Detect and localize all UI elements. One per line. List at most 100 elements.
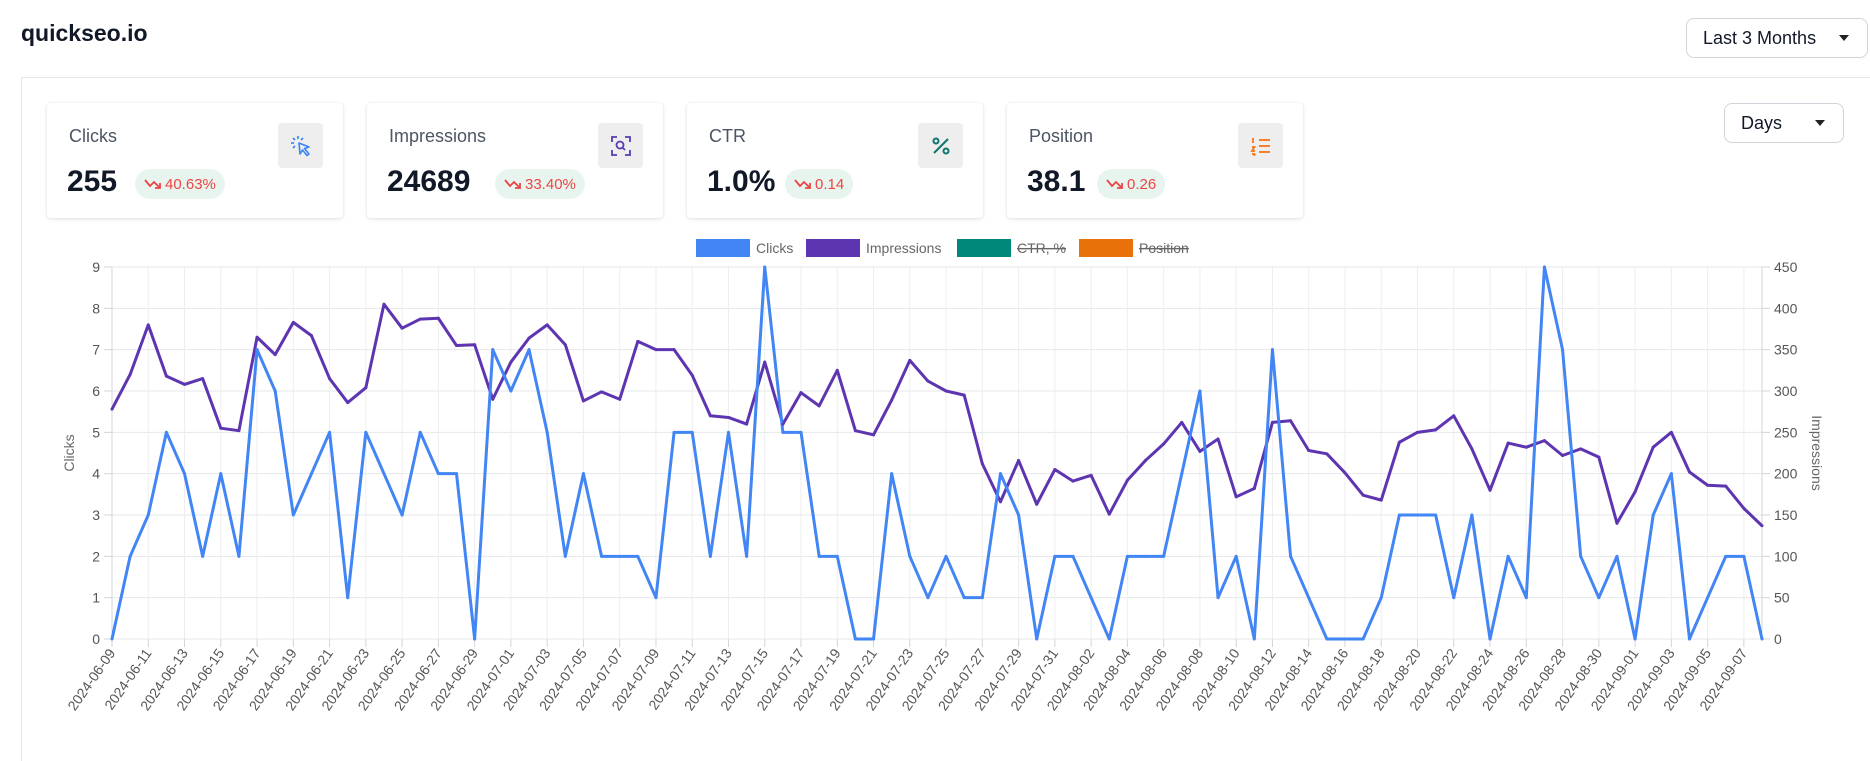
data-point-impressions [1162, 442, 1166, 446]
metric-card-clicks[interactable]: Clicks 255 40.63% [47, 103, 343, 218]
data-point-impressions [1706, 483, 1710, 487]
legend-item-impressions[interactable]: Impressions [806, 239, 941, 257]
y-left-tick-label: 2 [92, 548, 100, 564]
data-point-clicks [545, 430, 549, 434]
data-point-clicks [1542, 265, 1546, 269]
date-range-select[interactable]: Last 3 Months [1686, 18, 1868, 58]
data-point-impressions [219, 426, 223, 430]
data-point-clicks [110, 637, 114, 641]
data-point-clicks [1162, 554, 1166, 558]
data-point-clicks [998, 472, 1002, 476]
data-point-clicks [255, 348, 259, 352]
data-point-clicks [1524, 596, 1528, 600]
metric-value: 255 [67, 165, 118, 198]
data-point-impressions [418, 317, 422, 321]
data-point-impressions [1198, 449, 1202, 453]
data-point-clicks [1651, 513, 1655, 517]
data-point-impressions [291, 320, 295, 324]
y-left-tick-label: 9 [92, 259, 100, 275]
metric-card-ctr[interactable]: CTR 1.0% 0.14 [687, 103, 983, 218]
data-point-clicks [273, 389, 277, 393]
y-left-tick-label: 6 [92, 383, 100, 399]
y-right-tick-label: 300 [1774, 383, 1798, 399]
data-point-impressions [1760, 524, 1764, 528]
metric-change-badge: 0.14 [785, 169, 854, 199]
percent-icon [918, 123, 963, 168]
legend-item-position[interactable]: Position [1079, 239, 1189, 257]
data-point-impressions [183, 382, 187, 386]
data-point-impressions [1452, 414, 1456, 418]
data-point-impressions [618, 397, 622, 401]
data-point-clicks [872, 637, 876, 641]
y-right-tick-label: 200 [1774, 466, 1798, 482]
data-point-clicks [1434, 513, 1438, 517]
data-point-clicks [890, 472, 894, 476]
search-scan-icon [598, 123, 643, 168]
data-point-clicks [726, 430, 730, 434]
data-point-impressions [908, 358, 912, 362]
data-point-impressions [1597, 455, 1601, 459]
data-point-impressions [309, 334, 313, 338]
data-point-impressions [781, 422, 785, 426]
y-left-tick-label: 1 [92, 590, 100, 606]
data-point-impressions [1742, 506, 1746, 510]
data-point-clicks [346, 596, 350, 600]
data-point-impressions [1089, 473, 1093, 477]
granularity-select[interactable]: Days [1724, 103, 1844, 143]
series-line-clicks [110, 265, 1764, 641]
data-point-clicks [509, 389, 513, 393]
data-point-clicks [1760, 637, 1764, 641]
y-right-tick-label: 150 [1774, 507, 1798, 523]
data-point-impressions [563, 343, 567, 347]
metric-card-impressions[interactable]: Impressions 24689 33.40% [367, 103, 663, 218]
data-point-impressions [980, 462, 984, 466]
data-point-impressions [346, 401, 350, 405]
data-point-impressions [998, 500, 1002, 504]
data-point-impressions [1234, 495, 1238, 499]
data-point-impressions [1579, 447, 1583, 451]
data-point-impressions [636, 339, 640, 343]
data-point-clicks [1071, 554, 1075, 558]
data-point-impressions [1107, 512, 1111, 516]
legend-swatch [806, 239, 860, 257]
data-point-impressions [1669, 430, 1673, 434]
data-point-clicks [473, 637, 477, 641]
data-point-clicks [183, 472, 187, 476]
data-point-impressions [1325, 452, 1329, 456]
metric-card-position[interactable]: Position 38.1 0.26 [1007, 103, 1303, 218]
y-right-tick-label: 250 [1774, 424, 1798, 440]
legend-item-clicks[interactable]: Clicks [696, 239, 793, 257]
data-point-impressions [1434, 428, 1438, 432]
legend-item-ctr[interactable]: CTR, % [957, 239, 1066, 257]
data-point-clicks [1270, 348, 1274, 352]
data-point-clicks [364, 430, 368, 434]
data-point-clicks [763, 265, 767, 269]
data-point-impressions [1180, 420, 1184, 424]
data-point-clicks [1724, 554, 1728, 558]
series-line-impressions [110, 302, 1764, 527]
data-point-impressions [944, 389, 948, 393]
brand-logo-text[interactable]: quickseo.io [21, 20, 148, 46]
y-left-tick-label: 8 [92, 300, 100, 316]
metric-value: 24689 [387, 165, 471, 198]
data-point-impressions [817, 404, 821, 408]
data-point-clicks [1053, 554, 1057, 558]
data-point-impressions [436, 316, 440, 320]
data-point-impressions [1017, 458, 1021, 462]
data-point-impressions [1561, 453, 1565, 457]
data-point-clicks [654, 596, 658, 600]
data-point-clicks [1216, 596, 1220, 600]
data-point-impressions [273, 353, 277, 357]
data-point-impressions [328, 377, 332, 381]
data-point-clicks [636, 554, 640, 558]
trend-down-icon [144, 179, 161, 189]
data-point-clicks [1633, 637, 1637, 641]
data-point-impressions [872, 433, 876, 437]
data-point-clicks [1379, 596, 1383, 600]
data-point-clicks [835, 554, 839, 558]
data-point-clicks [1325, 637, 1329, 641]
data-point-impressions [1615, 521, 1619, 525]
data-point-impressions [1053, 468, 1057, 472]
data-point-clicks [1561, 348, 1565, 352]
y-right-tick-label: 400 [1774, 300, 1798, 316]
